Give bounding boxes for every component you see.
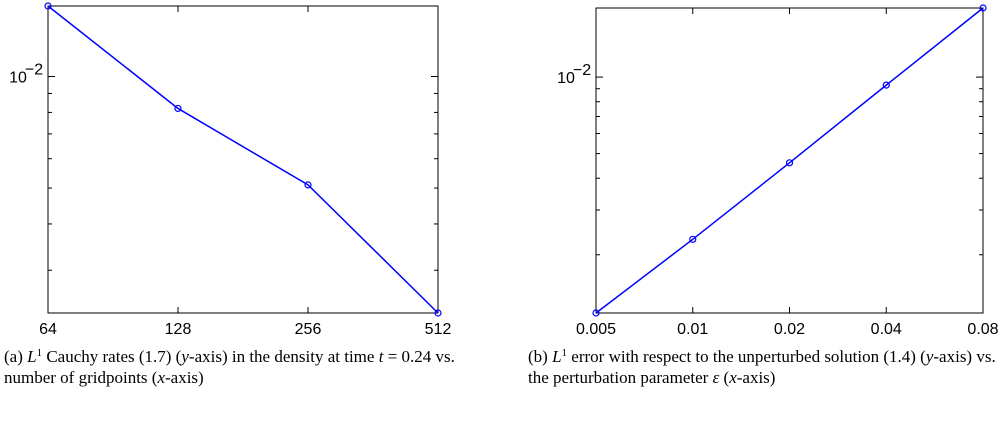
plot-b-data-point bbox=[785, 159, 794, 167]
plot-a-series-line bbox=[47, 5, 439, 314]
plot-a-xtick-label: 512 bbox=[425, 321, 452, 338]
caption-b-x: x bbox=[729, 368, 737, 387]
plot-a-data-point bbox=[174, 104, 182, 113]
plot-a-ytick-label: 10 bbox=[9, 70, 27, 87]
plot-b-data-point bbox=[689, 235, 697, 243]
caption-a-text-3: -axis) bbox=[165, 368, 204, 387]
caption-b-text-1: error with respect to the unperturbed so… bbox=[567, 347, 926, 366]
caption-a-x: x bbox=[157, 368, 165, 387]
plot-a-xtick-label: 64 bbox=[39, 321, 57, 338]
plot-a-xtick-label: 256 bbox=[295, 321, 322, 338]
caption-b-tag: (b) bbox=[528, 347, 548, 366]
caption-a-text-2: -axis) in the density at time bbox=[188, 347, 379, 366]
caption-b-eps: ε bbox=[712, 368, 720, 387]
caption-b-y: y bbox=[925, 347, 934, 366]
caption-b-sup: 1 bbox=[561, 347, 568, 359]
plot-b-data-point bbox=[592, 309, 600, 317]
plot-b: 0.005 0.01 0.02 0.04 0.08 10−2 bbox=[557, 4, 999, 338]
plot-a: 64 128 256 512 10−2 bbox=[9, 2, 452, 338]
plot-b-ytick-label: 10 bbox=[557, 70, 575, 87]
plot-b-xtick-label: 0.02 bbox=[774, 321, 805, 338]
plot-a-ytick-label-exp: −2 bbox=[25, 62, 43, 79]
plot-b-xtick-label: 0.005 bbox=[576, 321, 616, 338]
plot-a-data-point bbox=[44, 2, 52, 10]
plot-b-data-point bbox=[979, 4, 987, 12]
caption-a-y: y bbox=[181, 347, 189, 366]
plot-b-xtick-label: 0.08 bbox=[967, 321, 998, 338]
plot-a-axes-frame bbox=[47, 5, 439, 314]
caption-a-sup: 1 bbox=[36, 347, 43, 359]
caption-a-t: t bbox=[378, 347, 384, 366]
caption-b: (b) L1 error with respect to the unpertu… bbox=[528, 346, 1006, 388]
plot-b-ytick-label-exp: −2 bbox=[573, 62, 591, 79]
caption-b-text-4: -axis) bbox=[736, 368, 776, 387]
caption-b-text-3: ( bbox=[719, 368, 730, 387]
plot-b-series-line bbox=[595, 7, 984, 314]
plot-b-data-point bbox=[882, 81, 890, 89]
caption-a-l: L bbox=[27, 347, 37, 366]
plot-a-data-point bbox=[304, 181, 312, 189]
plot-b-xtick-label: 0.04 bbox=[871, 321, 902, 338]
plot-a-xtick-label: 128 bbox=[165, 321, 192, 338]
plot-a-data-point bbox=[434, 309, 442, 317]
plot-b-xtick-label: 0.01 bbox=[677, 321, 708, 338]
caption-b-text-2: -axis) vs. the perturbation parameter bbox=[528, 347, 996, 387]
caption-a-eq: = 0.24 vs. number of gridpoints ( bbox=[4, 347, 455, 387]
caption-a-tag: (a) bbox=[4, 347, 23, 366]
caption-a: (a) L1 Cauchy rates (1.7) (y-axis) in th… bbox=[4, 346, 482, 388]
caption-a-text-1: Cauchy rates (1.7) ( bbox=[42, 347, 182, 366]
caption-b-l: L bbox=[552, 347, 562, 366]
